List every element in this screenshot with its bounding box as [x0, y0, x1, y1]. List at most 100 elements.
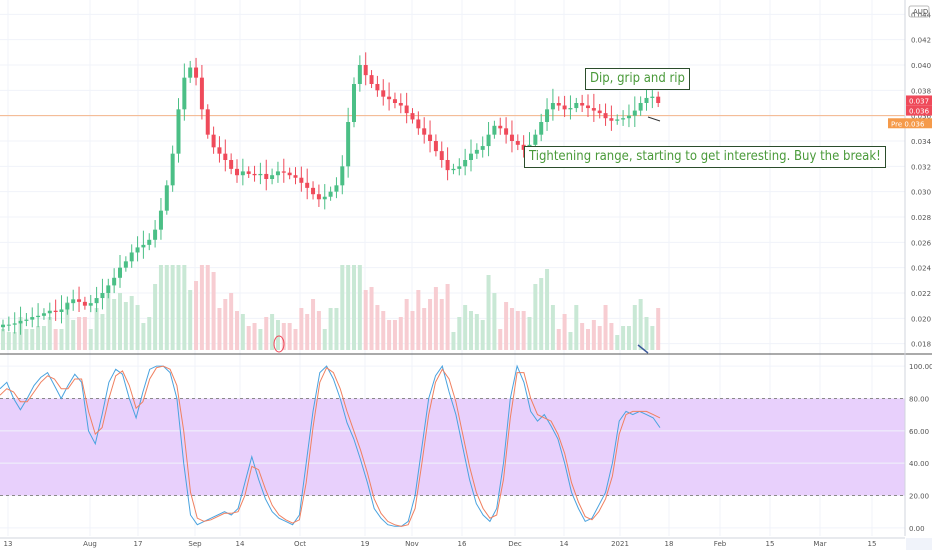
volume-bar — [445, 284, 450, 350]
time-tick-label: Oct — [294, 540, 306, 548]
candle-body — [568, 108, 573, 110]
candle-body — [36, 315, 41, 318]
volume-bar — [6, 332, 11, 350]
stoch-tick-label: 80.00 — [909, 395, 929, 403]
currency-label: AUD — [913, 8, 928, 16]
candle-body — [586, 105, 590, 109]
candle-body — [574, 103, 579, 109]
candle-body — [82, 301, 87, 306]
time-tick-label: Aug — [83, 540, 97, 548]
volume-bar — [381, 311, 386, 350]
time-tick-label: 16 — [458, 540, 467, 548]
annotation-dip-grip-rip[interactable]: Dip, grip and rip — [585, 68, 690, 90]
volume-bar — [609, 323, 614, 350]
candle-body — [112, 277, 117, 286]
volume-bar — [311, 299, 316, 350]
candle-body — [246, 171, 251, 174]
pre-market-tag-bg — [888, 118, 932, 129]
volume-bar — [293, 329, 298, 350]
volume-bar — [1, 329, 5, 350]
volume-bar — [515, 311, 520, 350]
candle-body — [24, 319, 29, 321]
time-tick-label: 18 — [665, 540, 674, 548]
volume-bar — [562, 314, 567, 350]
price-tick-label: 0.024 — [911, 265, 932, 273]
candle-body — [118, 267, 122, 278]
price-tick-label: 0.038 — [911, 87, 931, 95]
candle-body — [422, 128, 427, 135]
price-tick-label: 0.036 — [911, 113, 932, 121]
volume-bar — [153, 284, 158, 350]
volume-bar — [457, 317, 462, 350]
candle-body — [47, 310, 52, 314]
drawing-line — [647, 116, 661, 122]
volume-bar — [240, 314, 245, 350]
candle-body — [463, 160, 468, 167]
candle-body — [1, 324, 5, 328]
stoch-tick-label: 40.00 — [909, 460, 929, 468]
candle-body — [533, 134, 538, 145]
volume-bar — [47, 317, 52, 350]
volume-bar — [638, 299, 643, 350]
volume-bar — [469, 311, 473, 350]
volume-bar — [36, 326, 41, 350]
volume-bar — [305, 314, 310, 350]
volume-bar — [387, 320, 392, 350]
volume-bar — [30, 329, 35, 350]
candle-body — [223, 153, 228, 160]
volume-bar — [118, 293, 122, 350]
candle-body — [615, 119, 620, 121]
candle-body — [398, 103, 403, 106]
price-tick-label: 0.030 — [911, 189, 931, 197]
candle-body — [106, 285, 111, 293]
volume-bar — [439, 299, 444, 350]
volume-bar — [275, 320, 280, 350]
volume-bar — [621, 326, 626, 350]
volume-bar — [281, 323, 286, 350]
volume-bar — [486, 275, 491, 350]
volume-bar — [322, 329, 327, 350]
volume-bar — [164, 265, 169, 350]
time-tick-label: 2021 — [611, 540, 629, 548]
candle-body — [147, 239, 152, 245]
volume-bar — [474, 314, 479, 350]
volume-bar — [574, 305, 579, 350]
volume-bar — [176, 265, 181, 350]
candle-body — [591, 108, 596, 111]
candle-body — [135, 247, 140, 253]
volume-bar — [264, 317, 269, 350]
candle-body — [194, 67, 199, 78]
candle-body — [53, 310, 58, 312]
candle-body — [205, 109, 210, 135]
volume-bar — [217, 308, 222, 350]
volume-bar — [603, 305, 608, 350]
volume-bar — [258, 329, 263, 350]
candle-body — [164, 185, 169, 211]
axis-settings-button — [906, 538, 932, 550]
candle-body — [375, 84, 380, 91]
price-tick-label: 0.032 — [911, 163, 931, 171]
candle-body — [480, 146, 485, 150]
volume-bar — [112, 299, 117, 350]
volume-bar — [59, 329, 64, 350]
candle-body — [211, 134, 216, 148]
annotation-tightening-range[interactable]: Tightening range, starting to get intere… — [524, 146, 886, 168]
volume-bar — [392, 320, 397, 350]
last-price-tag-bg — [906, 105, 932, 116]
candle-body — [65, 303, 70, 310]
candle-body — [656, 96, 661, 103]
candle-body — [199, 77, 204, 110]
candle-body — [188, 67, 193, 78]
candle-body — [305, 182, 310, 188]
candle-body — [580, 103, 585, 106]
candle-body — [644, 97, 649, 103]
volume-bar — [504, 302, 509, 350]
candle-body — [492, 125, 497, 135]
candle-body — [275, 171, 280, 176]
stochastic-line — [0, 364, 661, 527]
candle-body — [240, 171, 245, 176]
currency-box — [908, 5, 930, 18]
candle-body — [12, 323, 17, 325]
candle-body — [381, 90, 386, 97]
candle-body — [486, 134, 491, 147]
